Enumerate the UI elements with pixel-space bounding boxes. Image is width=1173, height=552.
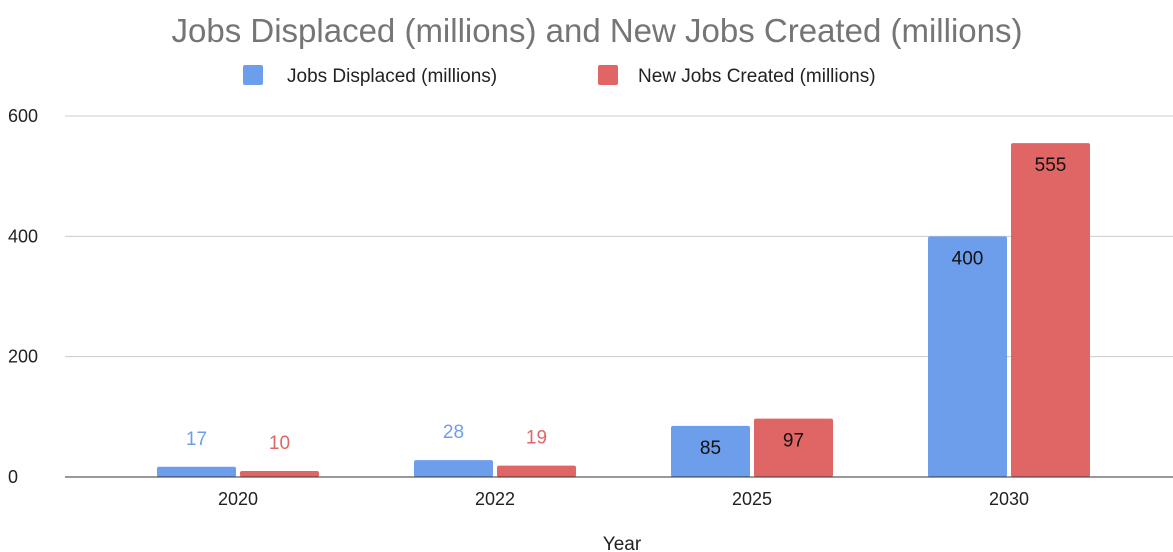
data-label: 28 [443, 422, 464, 443]
bars [157, 143, 1090, 477]
data-label: 17 [186, 429, 207, 450]
bar-2025-jobs-displaced [671, 425, 750, 477]
bar-2020-jobs-displaced [157, 466, 236, 477]
x-tick-label: 2020 [218, 489, 258, 509]
x-axis-ticks: 2020 2022 2025 2030 [218, 489, 1029, 509]
legend-label-new-jobs-created: New Jobs Created (millions) [638, 66, 876, 87]
data-label: 97 [783, 431, 804, 452]
data-label: 19 [526, 428, 547, 449]
data-labels: 17 10 28 19 85 97 400 555 [186, 155, 1066, 459]
legend-label-jobs-displaced: Jobs Displaced (millions) [287, 66, 497, 87]
data-label: 555 [1035, 155, 1067, 176]
data-label: 85 [700, 438, 721, 459]
data-label: 10 [269, 433, 290, 454]
x-tick-label: 2030 [989, 489, 1029, 509]
x-axis-title: Year [603, 534, 642, 552]
bar-2030-jobs-displaced [928, 236, 1007, 477]
data-label: 400 [952, 248, 984, 269]
bar-2025-new-jobs-created [754, 418, 833, 477]
bar-2020-new-jobs-created [240, 470, 319, 477]
y-axis-ticks: 0 200 400 600 [8, 106, 38, 487]
bar-2022-new-jobs-created [497, 465, 576, 477]
legend-swatch-new-jobs-created [598, 65, 618, 85]
y-tick-label: 200 [8, 347, 38, 367]
bar-2022-jobs-displaced [414, 460, 493, 477]
y-tick-label: 0 [8, 467, 18, 487]
legend-swatch-jobs-displaced [243, 65, 263, 85]
legend: Jobs Displaced (millions) New Jobs Creat… [243, 65, 876, 87]
y-tick-label: 400 [8, 226, 38, 246]
bar-2030-new-jobs-created [1011, 143, 1090, 477]
x-tick-label: 2022 [475, 489, 515, 509]
x-tick-label: 2025 [732, 489, 772, 509]
y-tick-label: 600 [8, 106, 38, 126]
chart-title: Jobs Displaced (millions) and New Jobs C… [172, 12, 1023, 49]
